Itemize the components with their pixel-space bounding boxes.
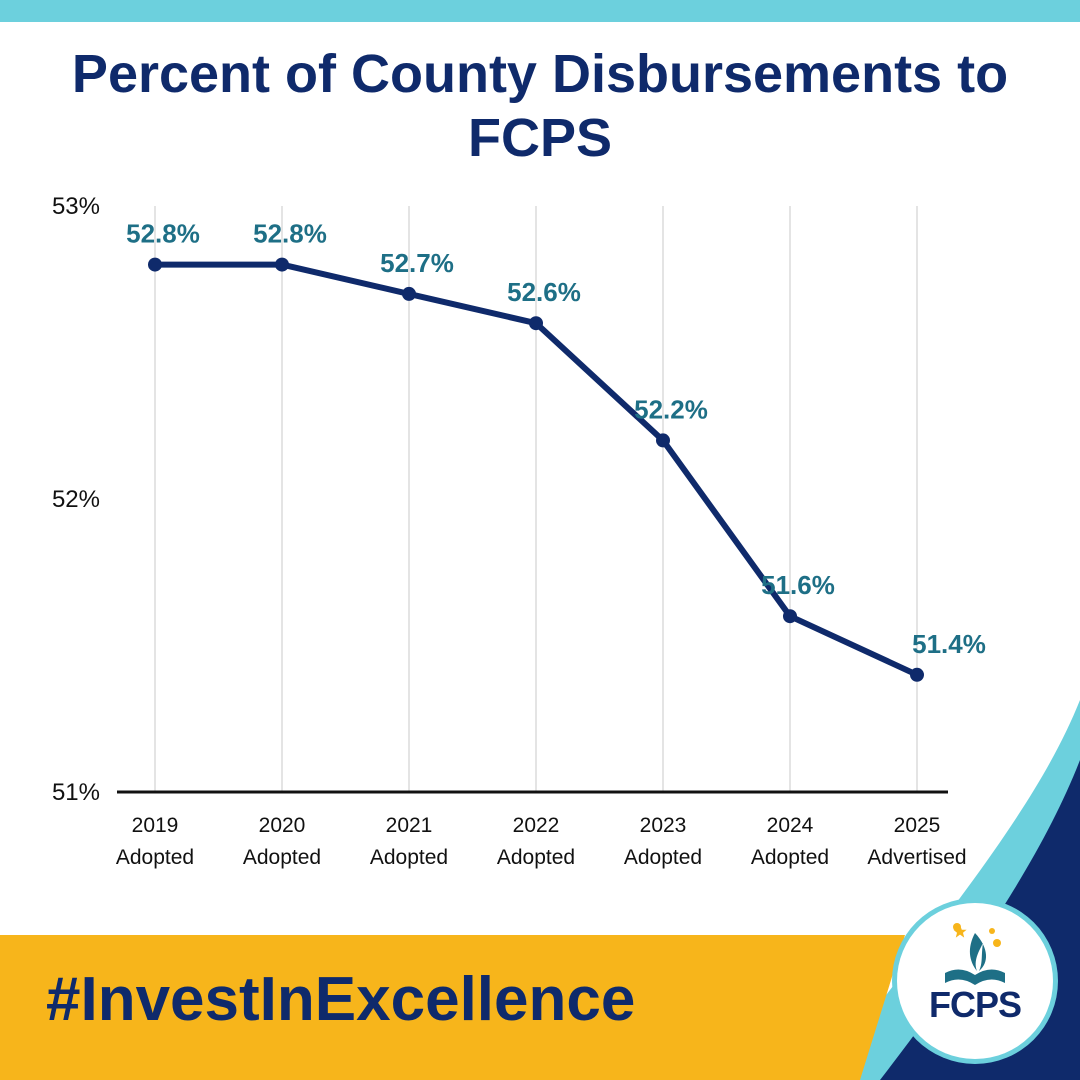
page-title: Percent of County Disbursements to FCPS bbox=[71, 44, 1009, 168]
data-point bbox=[529, 316, 543, 331]
y-tick-label: 51% bbox=[52, 779, 100, 806]
data-label: 51.6% bbox=[761, 570, 835, 600]
x-tick-label: Adopted bbox=[243, 846, 321, 869]
data-label: 51.4% bbox=[912, 629, 986, 659]
x-tick-label: 2019 bbox=[132, 814, 179, 837]
book-flame-icon bbox=[945, 923, 1005, 985]
data-label: 52.8% bbox=[253, 219, 327, 249]
x-tick-label: Adopted bbox=[116, 846, 194, 869]
x-tick-label: 2020 bbox=[259, 814, 306, 837]
data-label: 52.6% bbox=[507, 277, 581, 307]
x-tick-label: Adopted bbox=[497, 846, 575, 869]
data-point bbox=[783, 609, 797, 624]
fcps-logo: FCPS bbox=[897, 903, 1053, 1059]
data-label: 52.8% bbox=[126, 219, 200, 249]
footer-band bbox=[0, 935, 905, 1080]
x-tick-label: Adopted bbox=[370, 846, 448, 869]
data-point bbox=[402, 286, 416, 301]
hashtag-text: #InvestInExcellence bbox=[46, 965, 636, 1034]
x-tick-label: Advertised bbox=[867, 846, 966, 869]
data-label: 52.7% bbox=[380, 248, 454, 278]
y-tick-label: 52% bbox=[52, 486, 100, 513]
x-tick-label: 2022 bbox=[513, 814, 560, 837]
x-tick-label: Adopted bbox=[624, 846, 702, 869]
data-point bbox=[148, 257, 162, 272]
data-label: 52.2% bbox=[634, 394, 708, 424]
logo-text: FCPS bbox=[928, 984, 1022, 1025]
x-tick-label: 2021 bbox=[386, 814, 433, 837]
line-chart: 53% 52% 51% 2019 Adopted 2020 Adopted 2021 Adopt… bbox=[52, 193, 986, 869]
data-point bbox=[275, 257, 289, 272]
x-tick-label: 2024 bbox=[767, 814, 814, 837]
x-tick-label: 2023 bbox=[640, 814, 687, 837]
x-tick-label: Adopted bbox=[751, 846, 829, 869]
x-tick-label: 2025 bbox=[894, 814, 941, 837]
top-accent-bar bbox=[0, 0, 1080, 22]
data-point bbox=[910, 667, 924, 682]
data-point bbox=[656, 433, 670, 448]
y-tick-label: 53% bbox=[52, 193, 100, 220]
